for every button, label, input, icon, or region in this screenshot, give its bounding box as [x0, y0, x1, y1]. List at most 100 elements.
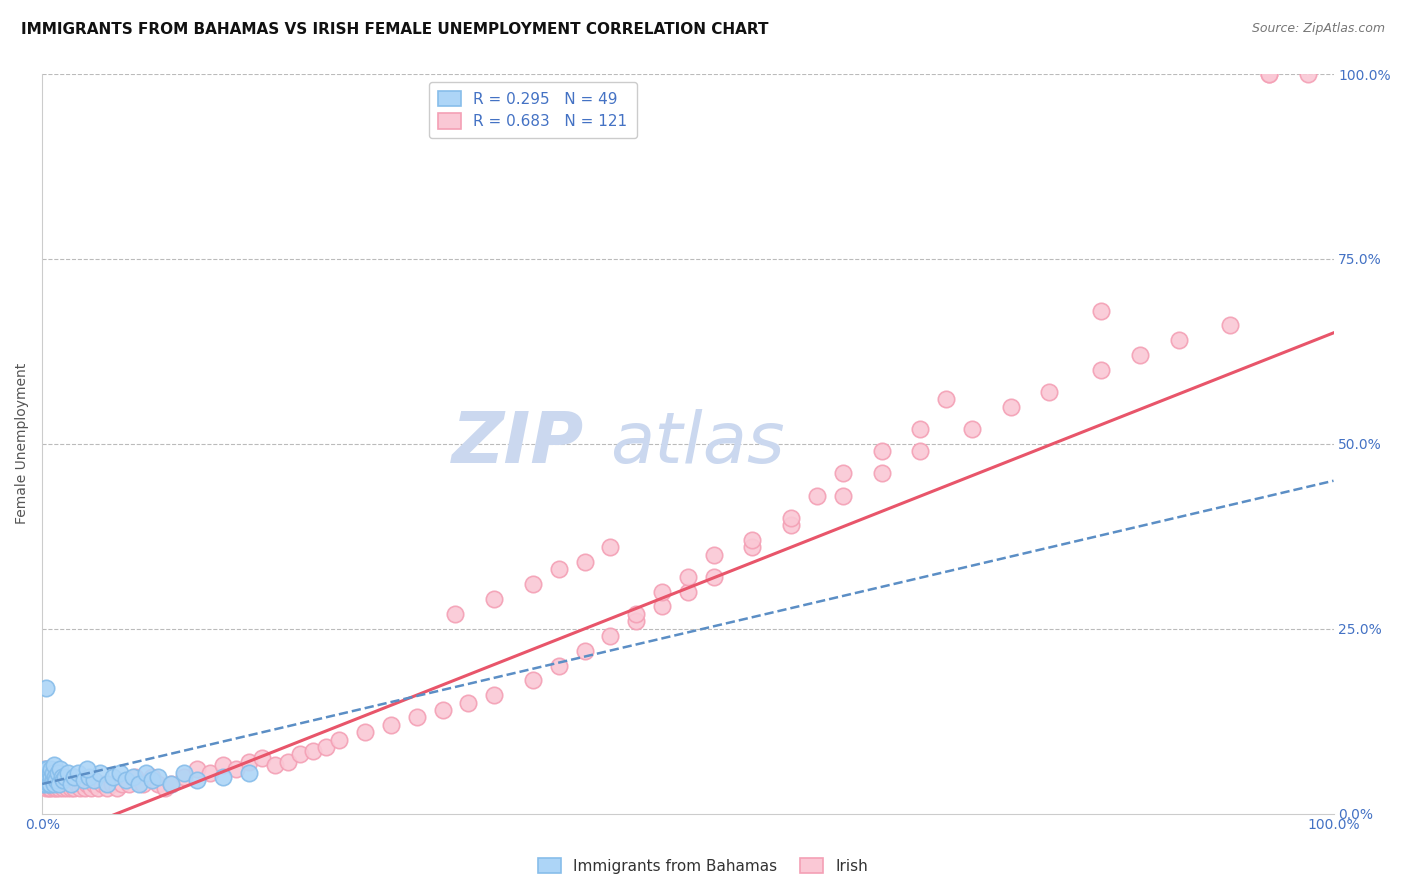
- Point: [574, 644, 596, 658]
- Point: [128, 777, 150, 791]
- Point: [46, 770, 69, 784]
- Point: [32, 770, 55, 784]
- Point: [55, 777, 77, 791]
- Point: [76, 762, 98, 776]
- Point: [263, 758, 285, 772]
- Point: [56, 777, 79, 791]
- Point: [910, 444, 932, 458]
- Point: [870, 444, 893, 458]
- Point: [599, 541, 621, 555]
- Point: [44, 770, 66, 784]
- Point: [1258, 67, 1281, 81]
- Point: [63, 780, 86, 795]
- Point: [49, 773, 72, 788]
- Point: [225, 762, 247, 776]
- Point: [35, 777, 58, 791]
- Point: [315, 739, 337, 754]
- Point: [42, 777, 65, 791]
- Point: [69, 780, 91, 795]
- Point: [624, 607, 647, 621]
- Point: [41, 765, 63, 780]
- Point: [59, 780, 82, 795]
- Point: [35, 773, 58, 788]
- Point: [46, 765, 69, 780]
- Point: [38, 780, 60, 795]
- Point: [160, 777, 183, 791]
- Point: [70, 777, 93, 791]
- Point: [63, 770, 86, 784]
- Point: [780, 510, 803, 524]
- Point: [41, 777, 63, 791]
- Point: [134, 765, 156, 780]
- Point: [55, 780, 77, 795]
- Point: [32, 777, 55, 791]
- Point: [124, 770, 146, 784]
- Point: [39, 780, 62, 795]
- Point: [52, 780, 75, 795]
- Point: [250, 751, 273, 765]
- Point: [42, 758, 65, 772]
- Point: [212, 770, 235, 784]
- Point: [212, 758, 235, 772]
- Point: [676, 570, 699, 584]
- Point: [39, 765, 62, 780]
- Point: [160, 777, 183, 791]
- Point: [547, 658, 569, 673]
- Point: [44, 770, 66, 784]
- Point: [173, 770, 195, 784]
- Point: [105, 780, 128, 795]
- Point: [238, 755, 260, 769]
- Point: [111, 777, 134, 791]
- Point: [39, 770, 62, 784]
- Point: [910, 422, 932, 436]
- Point: [935, 392, 957, 407]
- Text: Source: ZipAtlas.com: Source: ZipAtlas.com: [1251, 22, 1385, 36]
- Point: [1129, 348, 1152, 362]
- Point: [39, 762, 62, 776]
- Point: [59, 777, 82, 791]
- Point: [173, 765, 195, 780]
- Point: [39, 777, 62, 791]
- Point: [51, 777, 73, 791]
- Text: ZIP: ZIP: [453, 409, 585, 478]
- Point: [302, 744, 325, 758]
- Point: [73, 780, 96, 795]
- Point: [45, 773, 67, 788]
- Point: [38, 777, 60, 791]
- Point: [41, 773, 63, 788]
- Point: [960, 422, 983, 436]
- Point: [90, 777, 112, 791]
- Point: [482, 688, 505, 702]
- Point: [1296, 67, 1319, 81]
- Point: [67, 765, 90, 780]
- Point: [58, 773, 80, 788]
- Point: [870, 467, 893, 481]
- Point: [83, 777, 105, 791]
- Point: [45, 780, 67, 795]
- Point: [103, 770, 125, 784]
- Point: [676, 584, 699, 599]
- Point: [34, 762, 56, 776]
- Point: [806, 489, 828, 503]
- Point: [101, 777, 124, 791]
- Point: [35, 780, 58, 795]
- Point: [48, 780, 70, 795]
- Point: [41, 770, 63, 784]
- Point: [80, 780, 103, 795]
- Point: [38, 770, 60, 784]
- Y-axis label: Female Unemployment: Female Unemployment: [15, 363, 30, 524]
- Point: [39, 777, 62, 791]
- Point: [703, 548, 725, 562]
- Point: [52, 773, 75, 788]
- Point: [599, 629, 621, 643]
- Point: [1090, 303, 1112, 318]
- Point: [141, 770, 163, 784]
- Point: [831, 489, 853, 503]
- Point: [35, 681, 58, 695]
- Point: [547, 562, 569, 576]
- Point: [1167, 333, 1189, 347]
- Text: atlas: atlas: [610, 409, 785, 478]
- Point: [1219, 318, 1241, 333]
- Point: [277, 755, 299, 769]
- Point: [34, 770, 56, 784]
